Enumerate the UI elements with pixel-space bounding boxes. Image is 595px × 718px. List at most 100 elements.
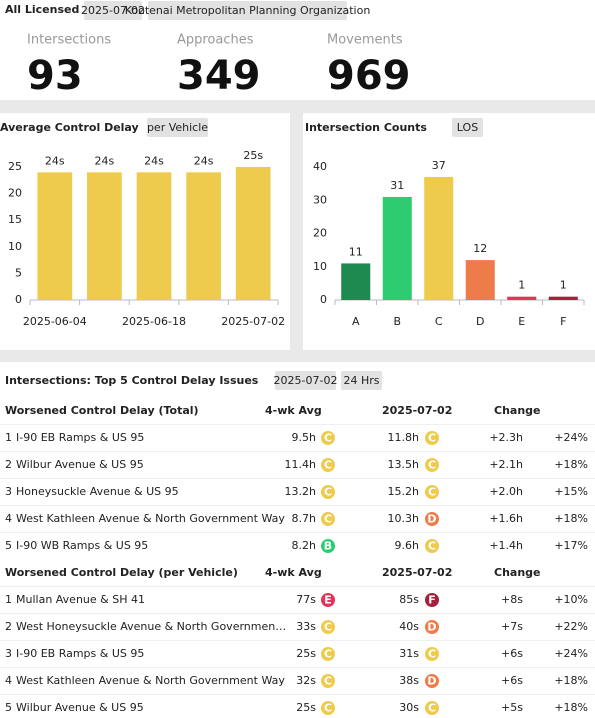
- los-letter: C: [428, 540, 436, 553]
- change-value: +2.0h: [489, 485, 523, 498]
- bar: [186, 172, 221, 300]
- x-tick-label: F: [560, 315, 566, 328]
- kpi-label: Movements: [327, 33, 403, 48]
- chip[interactable]: [341, 371, 382, 390]
- chip[interactable]: [275, 371, 336, 390]
- avg-value: 8.7h: [292, 512, 316, 525]
- change-value: +1.4h: [489, 539, 523, 552]
- y-tick-label: 25: [8, 160, 22, 173]
- los-badge: [321, 620, 335, 634]
- column-header: Change: [494, 404, 541, 417]
- chip[interactable]: [84, 1, 142, 20]
- avg-value: 9.5h: [292, 431, 316, 444]
- chip[interactable]: [147, 118, 208, 137]
- change-value: +1.6h: [489, 512, 523, 525]
- change-percent: +17%: [554, 539, 588, 552]
- x-tick-label: 2025-06-18: [122, 315, 186, 328]
- chip[interactable]: [148, 1, 347, 20]
- rank[interactable]: 3: [5, 647, 12, 660]
- rank[interactable]: 4: [5, 512, 12, 525]
- bar: [548, 296, 578, 300]
- los-badge: [321, 512, 335, 526]
- intersection-name[interactable]: West Kathleen Avenue & North Government …: [16, 674, 285, 687]
- intersection-name[interactable]: I-90 EB Ramps & US 95: [16, 647, 144, 660]
- avg-value: 25s: [296, 701, 316, 714]
- y-tick-label: 10: [8, 240, 22, 253]
- los-badge: [321, 458, 335, 472]
- los-letter: B: [324, 540, 332, 553]
- intersection-name[interactable]: I-90 WB Ramps & US 95: [16, 539, 148, 552]
- intersection-name[interactable]: West Kathleen Avenue & North Government …: [16, 512, 285, 525]
- los-badge: [321, 431, 335, 445]
- kpi-label: Intersections: [27, 33, 111, 48]
- y-tick-label: 20: [8, 187, 22, 200]
- x-tick-label: D: [476, 315, 484, 328]
- value-label: 1: [560, 279, 567, 292]
- column-header: Worsened Control Delay (Total): [5, 404, 199, 417]
- rank[interactable]: 2: [5, 620, 12, 633]
- los-letter: F: [428, 594, 436, 607]
- rank[interactable]: 5: [5, 539, 12, 552]
- los-letter: D: [427, 675, 436, 688]
- change-value: +8s: [501, 593, 523, 606]
- rank[interactable]: 2: [5, 458, 12, 471]
- x-tick-label: E: [518, 315, 525, 328]
- kpi-label: Approaches: [177, 33, 254, 48]
- change-percent: +24%: [554, 431, 588, 444]
- avg-value: 11.4h: [285, 458, 316, 471]
- value-label: 24s: [45, 154, 65, 167]
- chip[interactable]: [452, 118, 483, 137]
- change-percent: +15%: [554, 485, 588, 498]
- page-title: All Licensed: [5, 3, 79, 16]
- los-badge: [425, 431, 439, 445]
- rank[interactable]: 5: [5, 701, 12, 714]
- intersection-name[interactable]: Honeysuckle Avenue & US 95: [16, 485, 179, 498]
- column-header: 2025-07-02: [382, 404, 452, 417]
- chip-label: per Vehicle: [147, 121, 208, 134]
- los-badge: [425, 647, 439, 661]
- y-tick-label: 5: [15, 266, 22, 279]
- avg-value: 13.2h: [285, 485, 316, 498]
- los-letter: C: [324, 486, 332, 499]
- los-letter: C: [428, 648, 436, 661]
- y-tick-label: 10: [313, 260, 327, 273]
- y-tick-label: 0: [320, 293, 327, 306]
- current-value: 85s: [399, 593, 419, 606]
- y-tick-label: 30: [313, 193, 327, 206]
- column-header: 4-wk Avg: [265, 404, 322, 417]
- los-letter: C: [428, 702, 436, 715]
- rank[interactable]: 3: [5, 485, 12, 498]
- bar: [424, 176, 454, 300]
- los-badge: [425, 620, 439, 634]
- value-label: 31: [390, 179, 404, 192]
- los-badge: [425, 458, 439, 472]
- los-letter: E: [324, 594, 332, 607]
- los-letter: C: [324, 432, 332, 445]
- intersection-name[interactable]: I-90 EB Ramps & US 95: [16, 431, 144, 444]
- change-value: +6s: [501, 674, 523, 687]
- kpi-value: 969: [327, 53, 411, 99]
- intersection-name[interactable]: Wilbur Avenue & US 95: [16, 701, 144, 714]
- value-label: 1: [518, 279, 525, 292]
- avg-value: 32s: [296, 674, 316, 687]
- intersection-name[interactable]: West Honeysuckle Avenue & North Governme…: [16, 620, 286, 633]
- column-header: Worsened Control Delay (per Vehicle): [5, 566, 238, 579]
- current-value: 30s: [399, 701, 419, 714]
- current-value: 9.6h: [395, 539, 419, 552]
- intersection-name[interactable]: Wilbur Avenue & US 95: [16, 458, 144, 471]
- current-value: 40s: [399, 620, 419, 633]
- y-tick-label: 40: [313, 160, 327, 173]
- chip-label: Kootenai Metropolitan Planning Organizat…: [125, 4, 371, 17]
- los-badge: [425, 674, 439, 688]
- los-badge: [425, 539, 439, 553]
- change-percent: +22%: [554, 620, 588, 633]
- rank[interactable]: 4: [5, 674, 12, 687]
- rank[interactable]: 1: [5, 593, 12, 606]
- change-value: +5s: [501, 701, 523, 714]
- current-value: 13.5h: [388, 458, 419, 471]
- intersection-name[interactable]: Mullan Avenue & SH 41: [16, 593, 145, 606]
- rank[interactable]: 1: [5, 431, 12, 444]
- los-letter: C: [324, 648, 332, 661]
- avg-value: 8.2h: [292, 539, 316, 552]
